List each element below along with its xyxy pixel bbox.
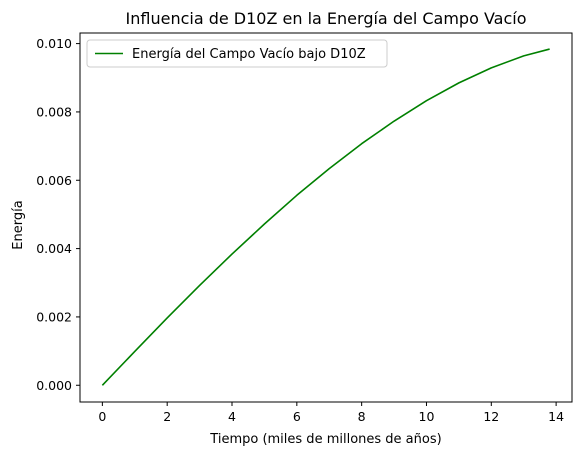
legend-entry-label: Energía del Campo Vacío bajo D10Z bbox=[132, 47, 366, 62]
y-tick-label: 0.004 bbox=[36, 241, 72, 256]
x-tick-label: 6 bbox=[293, 409, 301, 424]
y-tick-label: 0.010 bbox=[36, 36, 72, 51]
x-tick-label: 4 bbox=[228, 409, 236, 424]
x-tick-label: 10 bbox=[419, 409, 435, 424]
x-tick-label: 0 bbox=[98, 409, 106, 424]
x-tick-label: 8 bbox=[358, 409, 366, 424]
x-tick-label: 2 bbox=[163, 409, 171, 424]
y-tick-label: 0.002 bbox=[36, 309, 72, 324]
x-tick-label: 14 bbox=[548, 409, 564, 424]
x-tick-label: 12 bbox=[483, 409, 499, 424]
y-axis-label: Energía bbox=[11, 200, 26, 249]
y-tick-label: 0.000 bbox=[36, 378, 72, 393]
y-tick-label: 0.006 bbox=[36, 173, 72, 188]
chart-title: Influencia de D10Z en la Energía del Cam… bbox=[126, 9, 527, 28]
legend: Energía del Campo Vacío bajo D10Z bbox=[87, 40, 387, 67]
x-axis-label: Tiempo (miles de millones de años) bbox=[209, 432, 441, 447]
y-tick-label: 0.008 bbox=[36, 104, 72, 119]
